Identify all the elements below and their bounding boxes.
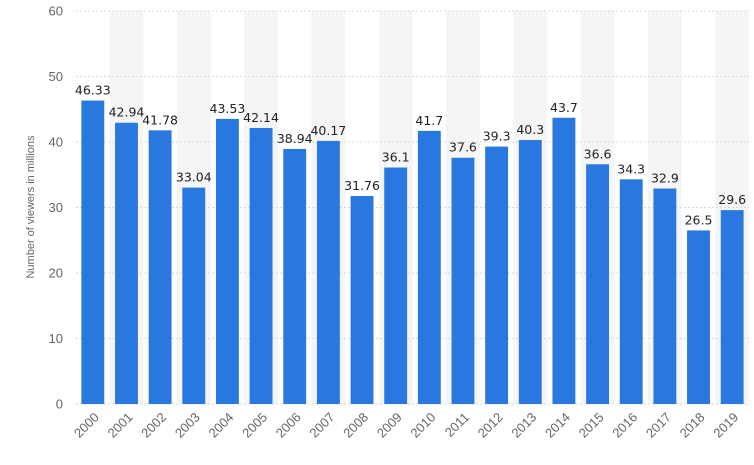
y-axis-ticks: 0 10 20 30 40 50 60: [49, 4, 63, 412]
bar: [115, 122, 138, 405]
bar: [586, 164, 610, 404]
x-tick-label: 2004: [205, 410, 236, 441]
x-tick-label: 2008: [340, 410, 371, 441]
x-tick-label: 2001: [105, 410, 136, 441]
bar: [384, 167, 408, 404]
data-label: 29.6: [718, 192, 746, 207]
x-tick-label: 2016: [609, 410, 640, 441]
data-label: 41.78: [142, 112, 178, 127]
data-label: 36.1: [382, 150, 410, 165]
x-axis-ticks: 2000 2001 2002 2003 2004 2005 2006 2007 2008 2009…: [71, 410, 741, 441]
y-tick-label: 20: [49, 266, 63, 281]
bar: [485, 146, 509, 404]
x-tick-label: 2006: [273, 410, 304, 441]
bar: [417, 130, 441, 405]
y-tick-label: 50: [49, 69, 63, 84]
x-tick-label: 2000: [71, 410, 102, 441]
data-label: 46.33: [75, 83, 111, 98]
bar: [81, 100, 105, 404]
y-tick-label: 40: [49, 135, 63, 150]
bar: [552, 117, 576, 404]
bar: [316, 140, 340, 404]
data-label: 31.76: [344, 178, 380, 193]
y-tick-label: 10: [49, 331, 63, 346]
x-tick-label: 2013: [508, 410, 539, 441]
bar: [283, 148, 307, 404]
data-label: 26.5: [685, 212, 713, 227]
y-tick-label: 30: [49, 200, 63, 215]
x-tick-label: 2019: [710, 410, 741, 441]
x-tick-label: 2011: [442, 410, 472, 440]
data-label: 34.3: [617, 161, 645, 176]
bar: [350, 195, 374, 404]
bar: [518, 140, 542, 404]
data-label: 40.3: [516, 122, 544, 137]
x-tick-label: 2003: [172, 410, 203, 441]
data-label: 43.53: [210, 101, 246, 116]
y-tick-label: 0: [56, 397, 63, 412]
x-tick-label: 2017: [643, 410, 674, 441]
bar: [215, 118, 239, 404]
bar: [720, 210, 744, 404]
bar: [451, 157, 475, 404]
x-tick-label: 2012: [475, 410, 506, 441]
bar: [619, 179, 643, 404]
x-tick-label: 2009: [374, 410, 405, 441]
bar: [653, 188, 677, 404]
data-label: 43.7: [550, 100, 578, 115]
data-label: 39.3: [483, 129, 511, 144]
data-label: 40.17: [310, 123, 346, 138]
bar: [182, 187, 206, 404]
data-label: 33.04: [176, 170, 212, 185]
bar: [687, 230, 710, 404]
x-tick-label: 2007: [306, 410, 337, 441]
bar: [249, 127, 273, 404]
data-label: 42.14: [243, 110, 279, 125]
x-tick-label: 2018: [677, 410, 708, 441]
x-tick-label: 2010: [407, 410, 438, 441]
data-label: 36.6: [584, 146, 612, 161]
x-tick-label: 2015: [576, 410, 607, 441]
x-tick-label: 2014: [542, 410, 573, 441]
y-tick-label: 60: [49, 4, 63, 19]
data-label: 32.9: [651, 171, 679, 186]
data-label: 37.6: [449, 140, 477, 155]
data-label: 38.94: [277, 131, 313, 146]
y-axis-title: Number of viewers in millions: [25, 135, 37, 279]
data-label: 42.94: [109, 105, 145, 120]
bar: [148, 130, 172, 404]
data-label: 41.7: [415, 113, 443, 128]
x-tick-label: 2002: [138, 410, 169, 441]
x-tick-label: 2005: [239, 410, 270, 441]
bars: [81, 100, 744, 405]
